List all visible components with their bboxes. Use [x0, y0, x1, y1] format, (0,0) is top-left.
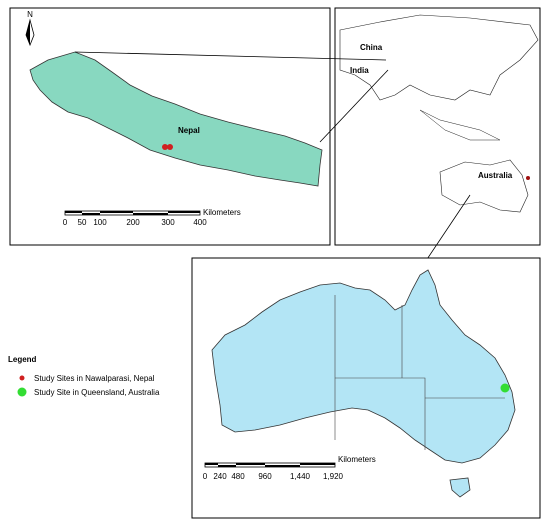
scale-bar [205, 463, 218, 465]
study-site-australia [500, 383, 510, 393]
scale-label: 300 [161, 218, 175, 227]
scale-label: 0 [63, 218, 68, 227]
scale-bar [265, 465, 300, 467]
legend-symbol [19, 375, 25, 381]
connector [319, 69, 389, 143]
scale-label: 960 [258, 472, 272, 481]
scale-label: 100 [93, 218, 107, 227]
north-label: N [27, 10, 33, 19]
nepal-scale-bar [64, 210, 201, 216]
legend-title: Legend [8, 355, 37, 364]
north-arrow [26, 20, 30, 45]
scale-unit: Kilometers [203, 208, 241, 217]
scale-unit: Kilometers [338, 455, 376, 464]
state-borders [334, 295, 505, 450]
scale-label: 0 [203, 472, 208, 481]
legend-item: Study Site in Queensland, Australia [34, 388, 160, 397]
country-label: Nepal [178, 126, 200, 135]
asia-outline [339, 14, 539, 101]
scale-label: 1,440 [290, 472, 311, 481]
world-label: China [360, 43, 383, 52]
australia-outline [439, 159, 529, 213]
scale-label: 1,920 [323, 472, 344, 481]
scale-label: 480 [231, 472, 245, 481]
scale-bar [300, 463, 335, 465]
scale-bar [236, 463, 265, 465]
scale-bar [82, 213, 100, 215]
scale-label: 240 [213, 472, 227, 481]
connector [74, 51, 387, 61]
scale-label: 50 [78, 218, 87, 227]
scale-label: 400 [193, 218, 207, 227]
australia-scale-bar [204, 462, 336, 468]
world-label: India [350, 66, 369, 75]
scale-bar [65, 211, 82, 213]
study-site-nepal [167, 144, 173, 150]
scale-bar [100, 211, 133, 213]
study-site-world [526, 176, 530, 180]
legend-symbol [17, 387, 27, 397]
scale-label: 200 [126, 218, 140, 227]
scale-bar [218, 465, 236, 467]
australia-shape [211, 269, 516, 464]
tasmania-shape [449, 477, 471, 498]
scale-bar [168, 211, 200, 213]
islands-outline [419, 109, 501, 141]
nepal-shape [29, 51, 323, 187]
study-site-nepal [162, 144, 168, 150]
world-label: Australia [478, 171, 513, 180]
legend-item: Study Sites in Nawalparasi, Nepal [34, 374, 155, 383]
scale-bar [133, 213, 168, 215]
